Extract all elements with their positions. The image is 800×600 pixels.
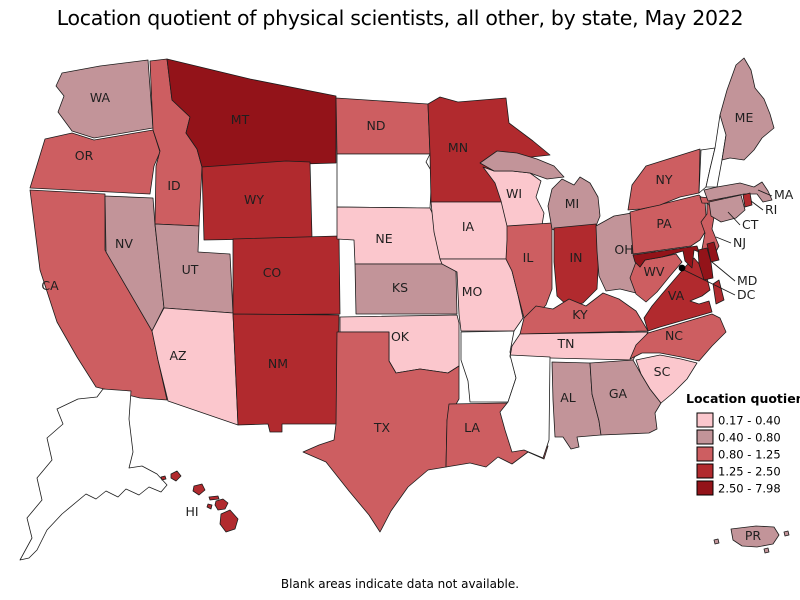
- state-label-al: AL: [560, 390, 576, 405]
- leader-line-md: [711, 261, 736, 282]
- state-ct: [708, 194, 746, 223]
- state-label-az: AZ: [169, 348, 186, 363]
- leader-line-dc: [683, 269, 736, 296]
- state-label-ma: MA: [774, 187, 794, 202]
- state-ks: [354, 263, 458, 315]
- state-label-va: VA: [668, 288, 685, 303]
- state-label-pa: PA: [656, 216, 672, 231]
- state-label-ga: GA: [609, 386, 628, 401]
- state-label-wi: WI: [506, 186, 522, 201]
- state-in: [553, 223, 600, 308]
- leader-line-nj: [715, 236, 732, 244]
- state-label-ks: KS: [392, 280, 408, 295]
- states-layer: [19, 57, 790, 561]
- legend-label-b1: 0.17 - 0.40: [718, 414, 781, 428]
- legend-swatch-b2: [696, 429, 714, 445]
- state-label-mn: MN: [448, 140, 468, 155]
- state-label-tn: TN: [557, 336, 575, 351]
- state-label-ca: CA: [41, 278, 59, 293]
- state-label-wv: WV: [644, 264, 665, 279]
- state-label-oh: OH: [614, 242, 633, 257]
- state-label-nm: NM: [268, 356, 288, 371]
- state-label-mo: MO: [462, 284, 483, 299]
- state-ar: [460, 330, 517, 403]
- state-md: [632, 245, 714, 281]
- state-pa: [629, 194, 708, 255]
- state-label-md: MD: [737, 273, 757, 288]
- state-label-ri: RI: [765, 202, 777, 217]
- state-hi: [160, 470, 239, 533]
- state-label-ut: UT: [182, 262, 199, 277]
- leader-line-ma: [757, 189, 773, 197]
- state-label-nc: NC: [665, 328, 683, 343]
- state-tx: [302, 331, 460, 533]
- state-co: [232, 235, 341, 316]
- state-pr: [713, 525, 790, 554]
- state-label-wa: WA: [90, 90, 111, 105]
- state-wa: [55, 59, 154, 139]
- state-label-nj: NJ: [733, 235, 746, 250]
- state-nm: [232, 313, 340, 433]
- state-label-dc: DC: [737, 287, 756, 302]
- state-ca: [29, 189, 168, 401]
- state-label-pr: PR: [745, 528, 762, 543]
- state-label-ne: NE: [375, 231, 392, 246]
- state-label-wy: WY: [244, 192, 264, 207]
- state-label-il: IL: [523, 250, 534, 265]
- state-label-ia: IA: [462, 219, 475, 234]
- leader-line-ri: [750, 200, 764, 211]
- state-label-mt: MT: [231, 112, 250, 127]
- state-ri: [742, 192, 753, 208]
- state-az: [151, 307, 239, 426]
- state-de: [706, 241, 720, 263]
- legend-label-b5: 2.50 - 7.98: [718, 482, 781, 496]
- state-label-sc: SC: [654, 364, 671, 379]
- state-label-id: ID: [167, 178, 180, 193]
- state-or: [29, 129, 161, 195]
- legend-title: Location quotient: [686, 391, 800, 406]
- state-sc: [635, 354, 698, 404]
- legend-swatch-b3: [696, 446, 714, 462]
- legend: Location quotient 0.17 - 0.40 0.40 - 0.80…: [686, 391, 800, 496]
- legend-label-b3: 0.80 - 1.25: [718, 448, 781, 462]
- state-nc: [629, 313, 727, 362]
- legend-label-b4: 1.25 - 2.50: [718, 465, 781, 479]
- state-ak: [19, 388, 168, 561]
- state-label-in: IN: [569, 250, 582, 265]
- state-ms: [499, 354, 551, 459]
- state-label-hi: HI: [185, 504, 198, 519]
- state-label-tx: TX: [373, 420, 391, 435]
- state-label-la: LA: [464, 420, 480, 435]
- state-label-me: ME: [735, 110, 754, 125]
- state-label-ky: KY: [572, 307, 588, 322]
- state-label-ct: CT: [742, 217, 759, 232]
- state-label-co: CO: [263, 265, 282, 280]
- state-sd: [336, 153, 433, 209]
- map-footnote: Blank areas indicate data not available.: [280, 577, 520, 591]
- state-label-nd: ND: [367, 118, 386, 133]
- state-label-or: OR: [75, 148, 94, 163]
- leader-line-ct: [727, 211, 741, 226]
- state-labels-layer: WA OR CA NV ID MT WY UT CO AZ NM ND NE KS OK TX MN IA MO LA…: [41, 90, 793, 543]
- state-ky: [519, 292, 649, 335]
- legend-label-b2: 0.40 - 0.80: [718, 431, 781, 445]
- dc-marker: [678, 264, 686, 272]
- state-mt: [166, 58, 337, 168]
- state-me: [719, 57, 775, 161]
- state-ga: [589, 359, 662, 436]
- state-label-ok: OK: [391, 329, 410, 344]
- state-label-mi: MI: [565, 196, 579, 211]
- state-label-ny: NY: [656, 172, 673, 187]
- map-title: Location quotient of physical scientists…: [56, 6, 744, 30]
- legend-swatch-b5: [696, 480, 714, 496]
- state-label-nv: NV: [115, 236, 133, 251]
- state-wy: [201, 160, 313, 241]
- legend-swatch-b4: [696, 463, 714, 479]
- legend-swatch-b1: [696, 412, 714, 428]
